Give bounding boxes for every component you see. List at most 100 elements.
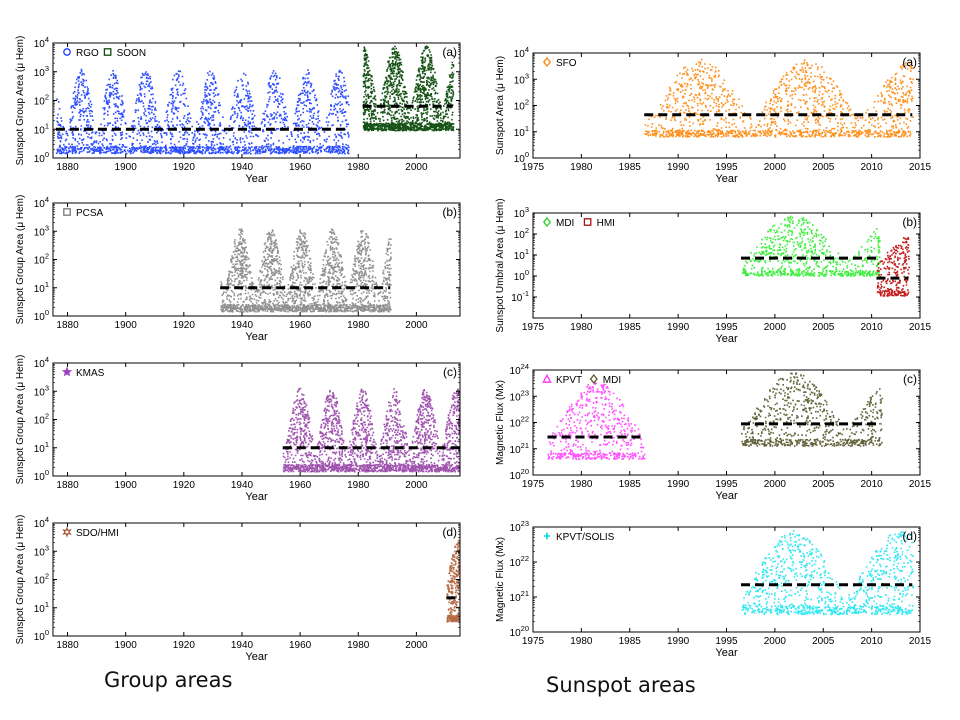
legend-marker [542,373,552,383]
y-tick-label: 100 [34,150,49,165]
x-tick-label: 1985 [619,479,642,490]
x-tick-label: 1960 [289,480,312,491]
y-tick-label: 101 [34,121,49,136]
scatter-points [362,45,455,132]
scatter-points [220,228,392,313]
x-tick-label: 2005 [812,479,835,490]
legend-label: PCSA [76,208,104,219]
x-tick-label: 2010 [861,162,884,173]
x-tick-label: 1985 [619,322,642,333]
plot-area [53,203,460,316]
y-axis-label: Sunspot Area (μ Hem) [495,56,506,155]
y-tick-label: 1024 [510,362,529,377]
legend-entry: KPVT/SOLIS [543,532,615,543]
y-tick-label: 104 [34,355,49,370]
x-tick-label: 1975 [522,479,545,490]
legend-label: RGO [76,48,99,59]
panel-label: (a) [442,45,457,59]
legend-marker [542,56,552,68]
plot-content [741,215,910,297]
legend-entry: PCSA [63,208,104,219]
y-tick-label: 102 [34,412,49,427]
series-sdo-hmi [446,539,460,623]
x-tick-label: 1960 [289,640,312,651]
legend-entry: MDI [542,216,574,229]
x-tick-label: 2015 [909,322,932,333]
scatter-points [741,372,883,447]
y-tick-label: 102 [34,252,49,267]
y-tick-label: 1020 [510,624,529,639]
y-tick-label: 1023 [510,388,529,403]
x-tick-label: 1920 [173,320,196,331]
x-tick-label: 1980 [570,479,593,490]
x-axis-label: Year [245,651,268,663]
x-tick-label: 1960 [289,320,312,331]
y-tick-label: 100 [514,268,529,283]
y-tick-label: 1022 [510,554,529,569]
series-mdi [741,372,883,447]
legend-marker [62,526,72,538]
x-tick-label: 1975 [522,322,545,333]
legend-marker [583,218,592,226]
y-tick-label: 102 [514,98,529,113]
x-tick-label: 1985 [619,636,642,647]
y-tick-label: 1023 [510,519,529,534]
series-kpvt [547,382,646,460]
y-axis-label: Sunspot Group Area (μ Hem) [15,195,26,325]
legend-label: MDI [603,375,621,386]
y-axis-label: Sunspot Group Area (μ Hem) [15,515,26,645]
x-tick-label: 2015 [909,636,932,647]
legend-label: MDI [556,218,574,229]
legend-marker [543,532,551,540]
legend-entry: SFO [542,56,577,69]
y-tick-label: 1021 [510,441,529,456]
caption-group-areas: Group areas [104,668,233,692]
y-tick-label: 1021 [510,589,529,604]
plot-content [446,539,460,623]
plot-content [644,58,914,138]
series-kmas [282,387,460,473]
legend-entry: SOON [103,48,146,59]
legend-marker [63,48,71,56]
y-tick-label: 102 [34,93,49,108]
legend-entry: HMI [583,218,615,229]
y-axis-label: Sunspot Group Area (μ Hem) [15,355,26,485]
scatter-points [876,237,910,297]
x-tick-label: 1940 [231,162,254,173]
x-tick-label: 1990 [667,322,690,333]
x-tick-label: 2015 [909,479,932,490]
y-axis-label: Sunspot Umbral Area (μ Hem) [495,198,506,332]
x-tick-label: 1900 [115,162,138,173]
panel-l4: 1880 1900 1920 1940 1960 1980 2000 100 101 102 103… [15,515,461,663]
y-tick-label: 104 [514,45,529,60]
x-tick-label: 2005 [812,162,835,173]
series-mdi [741,215,881,277]
x-tick-label: 1975 [522,636,545,647]
plot-content [547,372,883,460]
x-tick-label: 1960 [289,162,312,173]
x-tick-label: 1940 [231,640,254,651]
x-tick-label: 1900 [115,640,138,651]
panel-label: (d) [442,525,457,539]
x-tick-label: 1995 [715,479,738,490]
x-tick-label: 1985 [619,162,642,173]
legend-entry: MDI [589,373,621,386]
x-axis-label: Year [715,490,738,502]
x-axis-label: Year [245,331,268,343]
y-tick-label: 103 [34,383,49,398]
x-tick-label: 1880 [56,640,79,651]
scatter-points [741,215,881,277]
legend-label: SOON [117,48,146,59]
x-axis-label: Year [715,333,738,345]
caption-sunspot-areas: Sunspot areas [546,673,696,697]
panel-label: (b) [902,215,917,229]
legend-label: SDO/HMI [76,528,119,539]
x-tick-label: 1880 [56,480,79,491]
x-tick-label: 1980 [347,480,370,491]
x-tick-label: 1920 [173,640,196,651]
x-tick-label: 1880 [56,320,79,331]
y-tick-label: 101 [34,280,49,295]
x-tick-label: 2000 [764,162,787,173]
x-axis-label: Year [715,173,738,185]
